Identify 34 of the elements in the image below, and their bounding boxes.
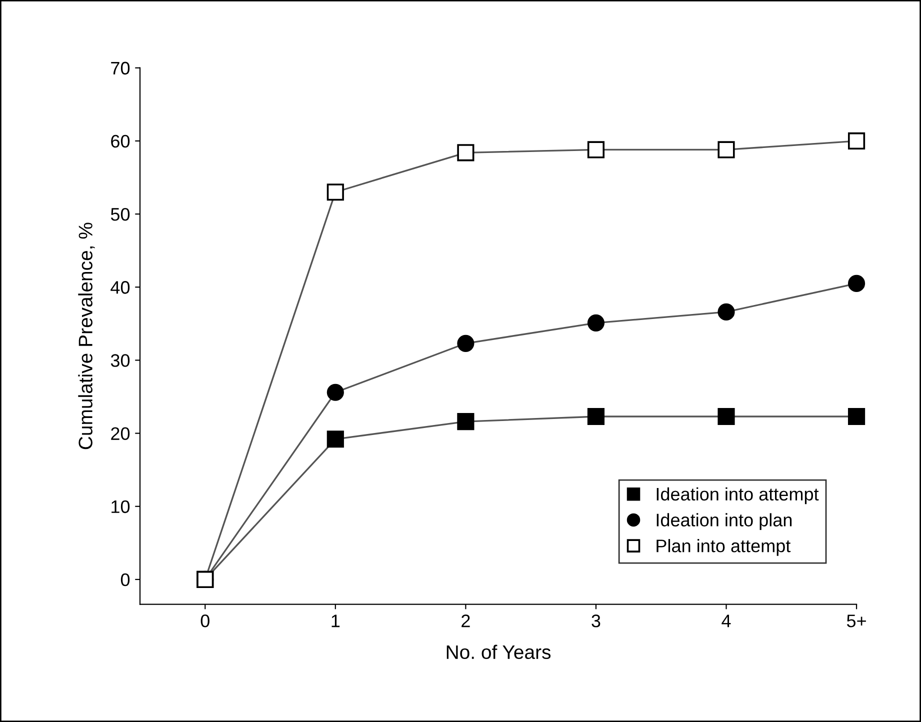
x-axis-title: No. of Years: [446, 644, 551, 660]
point: [326, 430, 344, 448]
y-tick-label: 20: [111, 427, 130, 440]
point: [326, 184, 344, 201]
x-tick-label: 4: [722, 614, 731, 628]
x-tick-label: 0: [200, 614, 210, 628]
y-tick-label: 30: [110, 354, 130, 367]
x-tick-label: 2: [462, 614, 470, 628]
x-tick-label: 1: [332, 614, 340, 628]
y-tick-label: 10: [112, 500, 130, 514]
y-tick-label: 40: [110, 281, 130, 294]
x-tick-label: 3: [592, 614, 600, 628]
point: [457, 334, 474, 352]
y-axis-title: Cumulative Prevalence, %: [78, 222, 95, 450]
legend-label: Ideation into plan: [656, 513, 792, 530]
point: [718, 408, 735, 426]
point: [718, 141, 735, 158]
y-tick-label: 0: [120, 573, 130, 586]
y-tick-label: 50: [110, 208, 130, 221]
point: [718, 303, 735, 321]
point: [457, 413, 474, 430]
point: [457, 144, 474, 162]
point: [326, 384, 344, 401]
point: [587, 141, 605, 158]
legend-label: Ideation into attempt: [656, 487, 819, 504]
point: [587, 314, 605, 332]
point: [848, 274, 866, 292]
legend-label: Plan into attempt: [656, 539, 791, 556]
y-tick-label: 70: [111, 62, 130, 75]
point: [587, 408, 605, 426]
y-tick-label: 60: [111, 134, 130, 148]
point: [848, 408, 866, 426]
point: [848, 132, 866, 150]
x-tick-label: 5+: [846, 614, 866, 628]
